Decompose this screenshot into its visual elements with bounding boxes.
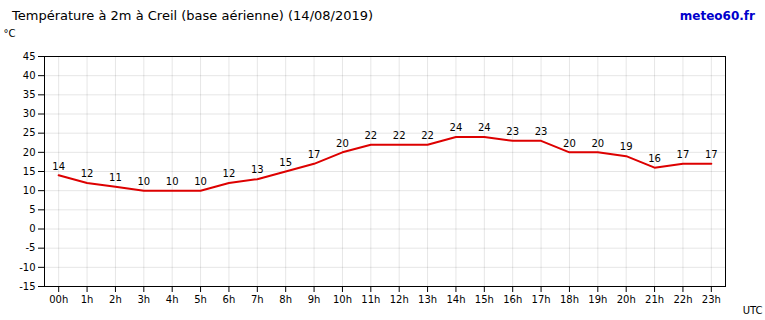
svg-text:16h: 16h: [503, 294, 522, 305]
svg-text:8h: 8h: [279, 294, 292, 305]
svg-text:7h: 7h: [251, 294, 264, 305]
svg-text:11h: 11h: [361, 294, 380, 305]
svg-text:17: 17: [677, 149, 690, 160]
svg-text:45: 45: [23, 51, 36, 62]
svg-text:20: 20: [23, 147, 36, 158]
svg-text:20h: 20h: [617, 294, 636, 305]
svg-text:11: 11: [109, 172, 122, 183]
svg-text:-10: -10: [19, 262, 35, 273]
svg-text:17: 17: [705, 149, 718, 160]
svg-text:13h: 13h: [418, 294, 437, 305]
svg-text:10: 10: [23, 185, 36, 196]
svg-text:15: 15: [23, 166, 36, 177]
svg-text:30: 30: [23, 108, 36, 119]
svg-text:16: 16: [648, 153, 661, 164]
svg-text:17: 17: [308, 149, 321, 160]
svg-text:12: 12: [223, 168, 236, 179]
svg-text:10: 10: [137, 176, 150, 187]
svg-text:6h: 6h: [223, 294, 236, 305]
svg-text:20: 20: [563, 138, 576, 149]
svg-text:24: 24: [478, 122, 491, 133]
svg-text:23h: 23h: [702, 294, 721, 305]
svg-text:-5: -5: [26, 242, 36, 253]
svg-text:5h: 5h: [194, 294, 207, 305]
svg-text:19: 19: [620, 141, 633, 152]
svg-text:°C: °C: [4, 28, 16, 39]
svg-text:19h: 19h: [588, 294, 607, 305]
svg-text:24: 24: [450, 122, 463, 133]
svg-text:1h: 1h: [81, 294, 94, 305]
svg-text:00h: 00h: [49, 294, 68, 305]
svg-text:3h: 3h: [137, 294, 150, 305]
svg-text:12h: 12h: [390, 294, 409, 305]
svg-text:9h: 9h: [308, 294, 321, 305]
svg-text:15h: 15h: [475, 294, 494, 305]
svg-text:23: 23: [535, 126, 548, 137]
svg-text:4h: 4h: [166, 294, 179, 305]
svg-text:13: 13: [251, 164, 264, 175]
svg-text:-15: -15: [19, 281, 35, 292]
svg-text:20: 20: [591, 138, 604, 149]
svg-text:10: 10: [166, 176, 179, 187]
svg-text:21h: 21h: [645, 294, 664, 305]
svg-text:25: 25: [23, 127, 36, 138]
svg-text:20: 20: [336, 138, 349, 149]
svg-text:22: 22: [421, 130, 434, 141]
svg-text:22h: 22h: [673, 294, 692, 305]
svg-text:0: 0: [29, 223, 35, 234]
svg-text:14h: 14h: [446, 294, 465, 305]
svg-text:17h: 17h: [532, 294, 551, 305]
html-text:Température à 2m à Creil (base: Température à 2m à Creil (base aérienne)…: [12, 8, 374, 23]
svg-text:23: 23: [506, 126, 519, 137]
svg-text:10: 10: [194, 176, 207, 187]
svg-text:15: 15: [279, 157, 292, 168]
svg-text:5: 5: [29, 204, 35, 215]
svg-text:2h: 2h: [109, 294, 122, 305]
svg-text:12: 12: [81, 168, 94, 179]
svg-text:18h: 18h: [560, 294, 579, 305]
svg-text:35: 35: [23, 89, 36, 100]
svg-text:22: 22: [364, 130, 377, 141]
svg-text:10h: 10h: [333, 294, 352, 305]
svg-text:UTC: UTC: [743, 305, 763, 316]
svg-text:14: 14: [52, 161, 65, 172]
svg-text:22: 22: [393, 130, 406, 141]
html-text:meteo60.fr: meteo60.fr: [679, 9, 755, 23]
svg-text:40: 40: [23, 70, 36, 81]
